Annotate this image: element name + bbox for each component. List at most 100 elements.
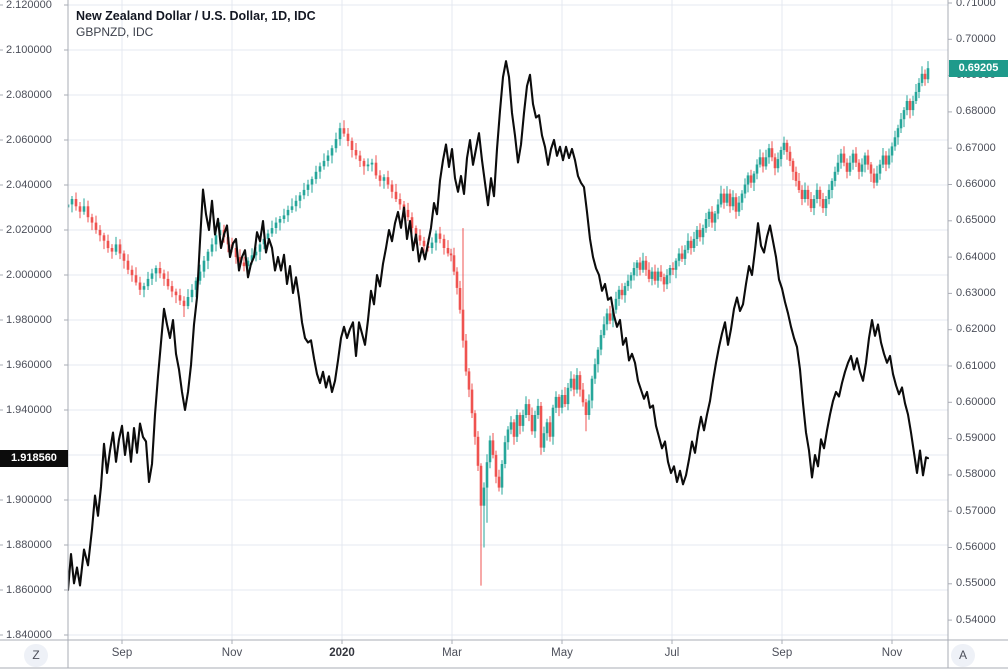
candle-body xyxy=(122,253,126,261)
right-axis-tick-label: 0.64000 xyxy=(956,250,996,263)
left-axis-tick-label: 2.100000 xyxy=(6,43,52,56)
candle-body xyxy=(497,476,501,488)
right-price-axis[interactable]: 0.710000.700000.690000.680000.670000.660… xyxy=(948,0,1008,640)
candle-body xyxy=(250,255,254,261)
candle-body xyxy=(785,142,789,152)
candle-body xyxy=(854,153,858,163)
candle-body xyxy=(875,173,879,183)
chart-legend[interactable]: New Zealand Dollar / U.S. Dollar, 1D, ID… xyxy=(76,8,316,40)
candle-body xyxy=(158,268,162,274)
right-axis-tick-label: 0.54000 xyxy=(956,613,996,626)
candle-body xyxy=(806,189,810,199)
candle-body xyxy=(536,405,540,415)
candle-body xyxy=(758,157,762,165)
candle-body xyxy=(86,206,90,218)
candle-body xyxy=(298,195,302,201)
candle-body xyxy=(479,465,483,506)
candle-body xyxy=(70,199,74,205)
right-axis-tick-label: 0.65000 xyxy=(956,214,996,227)
right-axis-tick-label: 0.59000 xyxy=(956,432,996,445)
candle-body xyxy=(671,268,675,270)
candle-body xyxy=(410,217,414,229)
candle-body xyxy=(338,128,342,140)
candle-body xyxy=(857,162,861,172)
right-axis-tick-label: 0.57000 xyxy=(956,504,996,517)
candle-body xyxy=(485,462,489,488)
right-axis-tick-label: 0.55000 xyxy=(956,577,996,590)
time-axis[interactable]: Sep Nov 2020 Mar May Jul Sep Nov xyxy=(0,640,1008,669)
right-axis-tick-label: 0.60000 xyxy=(956,395,996,408)
overlay-symbol-subtitle: GBPNZD, IDC xyxy=(76,25,154,39)
candle-body xyxy=(851,153,855,163)
candle-body xyxy=(102,235,106,241)
candle-body xyxy=(689,240,693,249)
candle-body xyxy=(617,289,621,299)
candle-body xyxy=(713,213,717,223)
candle-body xyxy=(386,177,390,185)
left-axis-tick-label: 1.900000 xyxy=(6,493,52,506)
candle-body xyxy=(608,313,612,321)
candle-body xyxy=(266,233,270,239)
candle-body xyxy=(278,219,282,223)
candle-body xyxy=(884,155,888,165)
candle-body xyxy=(656,271,660,281)
candle-body xyxy=(554,396,558,408)
candle-body xyxy=(346,133,350,141)
candle-body xyxy=(773,157,777,169)
candle-body xyxy=(809,199,813,209)
candle-body xyxy=(551,407,555,437)
right-axis-tick-label: 0.66000 xyxy=(956,178,996,190)
candle-body xyxy=(908,101,912,111)
candle-body xyxy=(644,260,648,270)
candle-body xyxy=(358,155,362,161)
candle-body xyxy=(761,157,765,167)
candle-body xyxy=(800,189,804,199)
candle-body xyxy=(920,73,924,83)
left-axis-tick-label: 1.840000 xyxy=(6,628,52,641)
candle-body xyxy=(509,422,513,430)
candle-body xyxy=(605,313,609,325)
candle-body xyxy=(791,160,795,172)
timezone-button[interactable]: Z xyxy=(24,644,48,667)
candle-body xyxy=(282,215,286,219)
left-price-axis[interactable]: 2.120000 2.100000 2.080000 2.060000 2.040000… xyxy=(0,0,68,641)
candle-body xyxy=(650,271,654,279)
candle-body xyxy=(106,240,110,249)
grid xyxy=(68,0,948,640)
line-series xyxy=(68,60,930,592)
time-axis-label: Mar xyxy=(442,647,462,659)
candle-body xyxy=(488,440,492,463)
candle-body xyxy=(452,255,456,272)
candle-body xyxy=(350,140,354,150)
candle-body xyxy=(629,275,633,281)
symbol-title: New Zealand Dollar / U.S. Dollar, 1D, ID… xyxy=(76,9,316,23)
candle-body xyxy=(893,137,897,147)
candle-body xyxy=(142,286,146,290)
right-axis-tick-label: 0.62000 xyxy=(956,323,996,336)
candle-body xyxy=(695,229,699,239)
candle-body xyxy=(234,248,238,258)
candle-body xyxy=(752,173,756,183)
candle-body xyxy=(170,286,174,292)
candle-body xyxy=(114,244,118,252)
candle-body xyxy=(238,257,242,263)
right-axis-tick-label: 0.61000 xyxy=(956,359,996,372)
right-axis-tick-label: 0.56000 xyxy=(956,541,996,553)
candle-body xyxy=(815,189,819,199)
candle-body xyxy=(560,395,564,408)
candle-body xyxy=(596,349,600,365)
candle-body xyxy=(464,340,468,372)
candle-body xyxy=(154,268,158,274)
candle-body xyxy=(557,396,561,408)
auto-scale-button[interactable]: A xyxy=(951,644,975,667)
candle-body xyxy=(530,415,534,432)
candle-body xyxy=(767,148,771,158)
candle-body xyxy=(845,162,849,172)
candle-body xyxy=(848,162,852,172)
candle-body xyxy=(110,248,114,252)
candle-body xyxy=(566,387,570,405)
candle-body xyxy=(126,260,130,270)
candle-body xyxy=(677,253,681,261)
candle-body xyxy=(98,229,102,236)
